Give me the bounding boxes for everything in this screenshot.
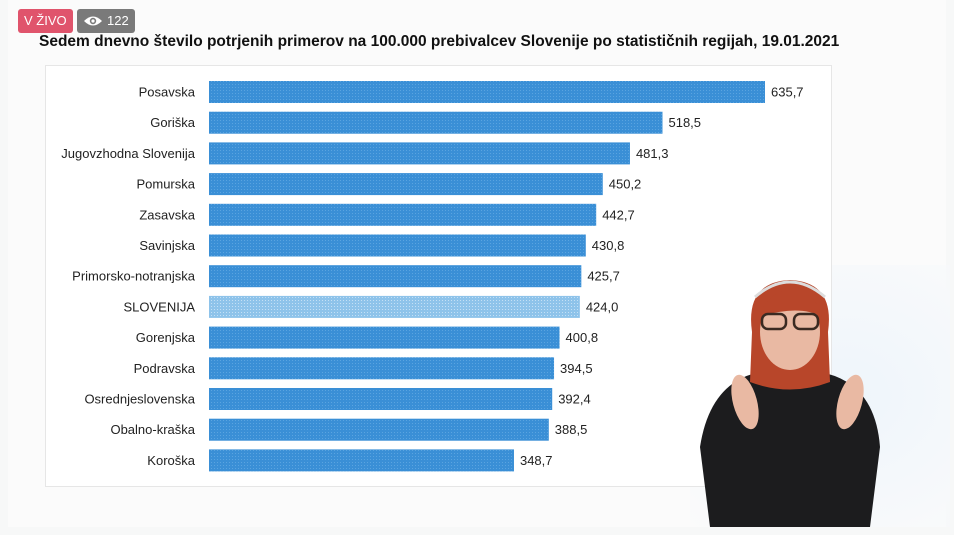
category-label: Pomurska [136, 177, 195, 192]
category-label: Osrednjeslovenska [84, 392, 195, 407]
bar [209, 295, 580, 318]
bar [209, 81, 765, 103]
data-label: 425,7 [587, 269, 620, 284]
category-label: Podravska [134, 361, 196, 376]
category-label: Posavska [139, 85, 196, 100]
bar [209, 142, 630, 165]
data-label: 392,4 [558, 392, 591, 407]
data-label: 518,5 [668, 115, 701, 130]
viewer-count-badge: 122 [77, 9, 135, 33]
data-label: 400,8 [566, 330, 599, 345]
bar [209, 173, 603, 196]
bar [209, 326, 560, 349]
data-label: 450,2 [609, 177, 642, 192]
chart-area: Posavska 635,7 Goriška 518,5 Jugovzhodna Slo… [45, 65, 832, 487]
bar [209, 418, 549, 441]
bar [209, 203, 597, 226]
category-label: Zasavska [139, 207, 195, 222]
category-label: Obalno-kraška [110, 422, 195, 437]
data-label: 394,5 [560, 361, 593, 376]
eye-icon [84, 16, 102, 26]
bar [209, 449, 514, 472]
live-badge: V ŽIVO [18, 9, 73, 33]
category-label: Goriška [150, 115, 196, 130]
category-label: SLOVENIJA [123, 299, 195, 314]
data-label: 442,7 [602, 207, 635, 222]
data-label: 481,3 [636, 146, 669, 161]
category-label: Savinjska [139, 238, 195, 253]
category-label: Gorenjska [136, 330, 196, 345]
data-label: 430,8 [592, 238, 625, 253]
data-label: 424,0 [586, 299, 619, 314]
bar [209, 265, 582, 288]
bar [209, 357, 555, 380]
data-label: 635,7 [771, 85, 804, 100]
category-label: Jugovzhodna Slovenija [61, 146, 195, 161]
sign-language-interpreter [700, 280, 880, 527]
bar-chart: Posavska 635,7 Goriška 518,5 Jugovzhodna Slo… [61, 81, 804, 472]
category-label: Koroška [147, 453, 195, 468]
bar [209, 234, 586, 257]
bar [209, 388, 553, 410]
data-label: 348,7 [520, 453, 553, 468]
bar [209, 111, 663, 134]
chart-title: Sedem dnevno število potrjenih primerov … [39, 33, 840, 50]
viewer-count: 122 [107, 13, 129, 28]
data-label: 388,5 [555, 422, 588, 437]
category-label: Primorsko-notranjska [72, 269, 196, 284]
